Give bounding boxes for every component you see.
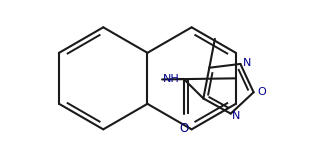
Text: O: O bbox=[179, 122, 188, 135]
Text: N: N bbox=[243, 58, 251, 68]
Text: O: O bbox=[257, 87, 266, 97]
Text: NH: NH bbox=[163, 74, 180, 84]
Text: N: N bbox=[232, 111, 241, 121]
